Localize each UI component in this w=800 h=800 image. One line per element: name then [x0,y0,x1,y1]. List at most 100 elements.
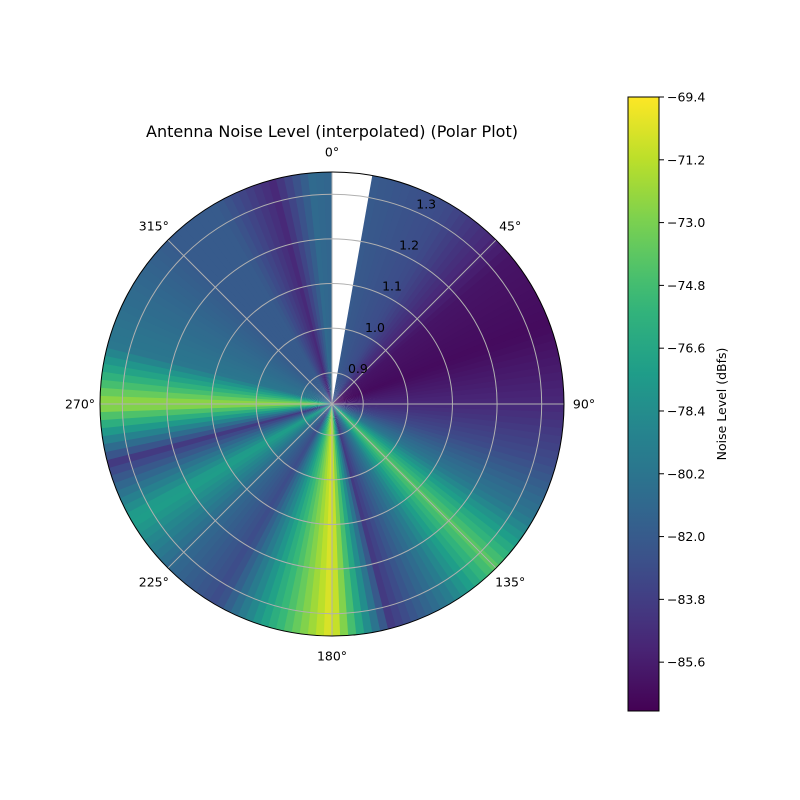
colorbar-tick-label: −82.0 [667,529,705,544]
heat-cell [332,404,405,630]
colorbar-tick-label: −73.0 [667,215,705,230]
heat-cell [129,278,332,404]
heat-cell [332,193,444,404]
heat-cell [175,223,332,404]
chart-title: Antenna Noise Level (interpolated) (Pola… [146,122,518,141]
theta-tick-label: 135° [495,575,525,590]
heat-cell [142,258,332,404]
heat-cell [332,241,508,404]
theta-tick-labels: 0° 45° 90° 135° 180° 225° 270° 315° [65,145,595,664]
theta-grid-line [167,239,333,405]
heat-cell [220,404,332,615]
heat-cell [158,239,332,404]
heat-cell [102,404,332,461]
heat-cell [307,172,332,404]
colorbar-tick-label: −71.2 [667,152,705,167]
heat-cell [125,285,332,404]
heat-cell [332,308,550,404]
heat-cell [117,404,332,507]
heat-cell [332,404,526,544]
heat-cell [106,404,332,477]
heat-cell [146,404,332,555]
heat-cell [332,219,484,404]
heat-cell [100,404,332,429]
heat-cell [128,404,332,528]
heat-cell [100,404,332,437]
heat-cell [201,204,332,404]
colorbar-tick-label: −74.8 [667,278,705,293]
theta-tick-label: 0° [325,145,339,160]
heat-cell [100,401,332,413]
r-tick-labels: 0.9 1.0 1.1 1.2 1.3 [348,196,436,376]
heat-cell [136,404,332,542]
heat-cell [213,404,332,611]
heat-cell [332,404,477,595]
colorbar-tick-label: −78.4 [667,403,705,418]
heat-cell [332,404,522,550]
r-tick-label: 0.9 [348,361,368,376]
colorbar: −69.4 −71.2 −73.0 −74.8 −76.6 −78.4 −80.2 −82.0… [627,90,729,712]
heat-cell [132,404,332,535]
heat-cell [332,339,560,404]
heat-cell [124,404,332,521]
heat-cell [222,192,332,404]
heatmap-layer [100,172,564,636]
heat-cell [332,404,365,636]
heat-cell [244,183,332,404]
heat-cell [332,404,495,580]
heat-cell [259,178,332,404]
heat-cell [192,404,332,598]
heat-cell [114,404,332,500]
heat-cell [332,404,349,636]
theta-tick-label: 225° [139,575,169,590]
heat-cell [332,273,532,404]
heat-cell [167,404,332,578]
heat-cell [152,245,332,404]
heat-cell [332,404,512,563]
colorbar-gradient [627,96,660,712]
heat-cell [329,404,341,636]
colorbar-tick-label: −69.4 [667,90,705,105]
heat-cell [186,404,332,594]
heat-cell [315,172,332,404]
colorbar-label: Noise Level (dBfs) [714,348,729,461]
heat-cell [267,176,332,404]
theta-grid-line [331,239,497,405]
heat-cell [332,214,478,404]
heat-cell [332,355,563,404]
heat-cell [111,404,332,492]
heat-cell [332,210,472,404]
heat-cell [332,404,470,600]
heat-cell [332,404,381,635]
heat-cell [120,404,332,514]
heat-cell [332,404,483,590]
heat-cell [332,404,531,537]
heat-cell [291,172,332,404]
r-tick-label: 1.1 [382,279,402,294]
heat-cell [133,271,332,404]
heat-cell [251,180,332,404]
heat-cell [208,200,332,404]
heat-cell [332,404,449,612]
heat-cell [332,404,428,622]
heat-cell [147,252,332,404]
heat-cell [332,404,389,634]
heat-cell [332,404,543,516]
heat-cell [332,404,357,636]
heat-cell [332,287,540,404]
heat-cell [332,205,465,404]
colorbar-tick-label: −80.2 [667,466,705,481]
heat-cell [332,404,517,556]
theta-tick-label: 180° [317,649,347,664]
colorbar-tick-label: −85.6 [667,655,705,670]
heat-cell [187,213,332,404]
heat-cell [332,371,564,404]
polar-grid [100,172,564,636]
heat-cell [215,196,332,404]
heat-cell [332,247,513,404]
heat-cell [206,404,332,607]
colorbar-ticks: −69.4 −71.2 −73.0 −74.8 −76.6 −78.4 −80.2 −82.0… [659,90,705,670]
heat-cell [332,404,442,616]
heat-cell [151,404,332,561]
heat-cell [104,404,332,469]
